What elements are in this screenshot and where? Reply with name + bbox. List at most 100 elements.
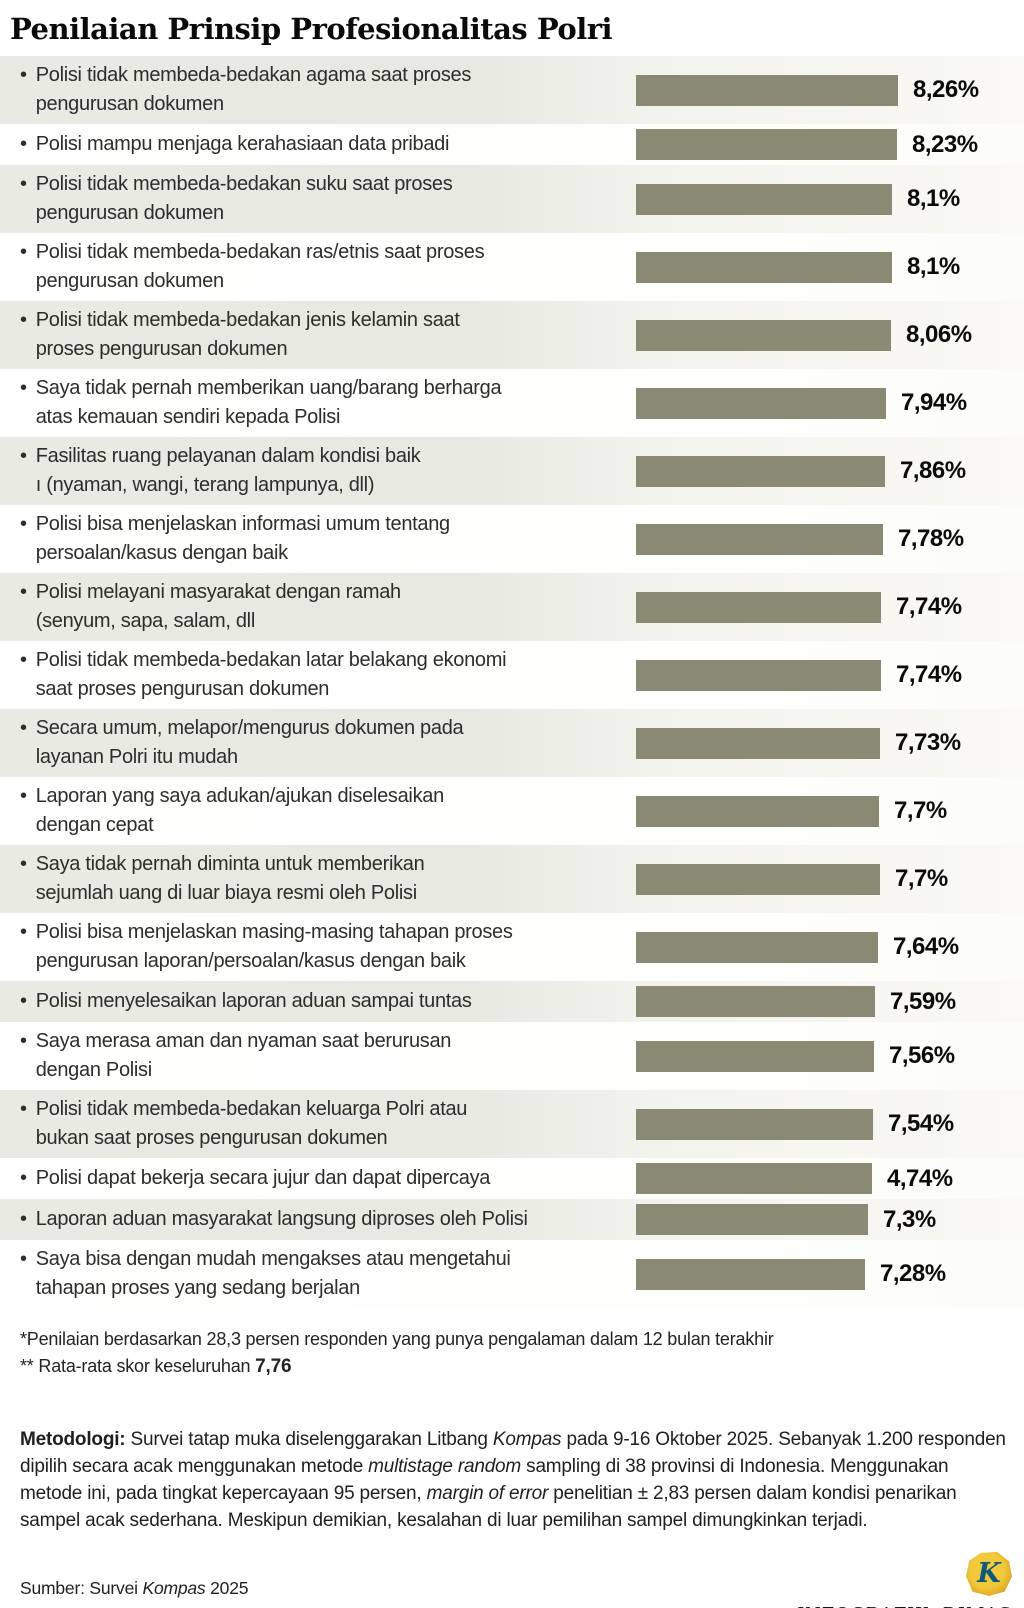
question-cell: • Saya bisa dengan mudah mengakses atau m… bbox=[0, 1245, 636, 1303]
question-cell: • Laporan aduan masyarakat langsung dipro… bbox=[0, 1205, 636, 1234]
chart-row: • Fasilitas ruang pelayanan dalam kondisi… bbox=[0, 437, 1024, 505]
bar-zone: 7,78% bbox=[636, 523, 964, 555]
bar bbox=[636, 74, 898, 106]
value-label: 7,7% bbox=[894, 797, 947, 824]
bar-zone: 7,7% bbox=[636, 795, 947, 827]
chart-row: • Polisi tidak membeda-bedakan agama saat… bbox=[0, 56, 1024, 124]
chart-row: • Polisi dapat bekerja secara jujur dan d… bbox=[0, 1158, 1024, 1199]
question-cell: • Polisi tidak membeda-bedakan latar bela… bbox=[0, 646, 636, 704]
chart-row: • Laporan yang saya adukan/ajukan diseles… bbox=[0, 777, 1024, 845]
question-label: Saya tidak pernah memberikan uang/barang… bbox=[35, 377, 502, 428]
bullet-icon: • bbox=[20, 1030, 27, 1052]
question-label: Polisi mampu menjaga kerahasiaan data pr… bbox=[35, 133, 450, 155]
bar-zone: 7,86% bbox=[636, 455, 966, 487]
question-label: Polisi menyelesaikan laporan aduan sampa… bbox=[35, 990, 472, 1012]
value-label: 8,06% bbox=[906, 321, 972, 348]
question-cell: • Polisi tidak membeda-bedakan keluarga P… bbox=[0, 1095, 636, 1153]
question-cell: • Saya tidak pernah diminta untuk memberi… bbox=[0, 850, 636, 908]
bullet-icon: • bbox=[20, 1098, 27, 1120]
question-cell: • Saya tidak pernah memberikan uang/baran… bbox=[0, 374, 636, 432]
chart-row: • Saya merasa aman dan nyaman saat beruru… bbox=[0, 1022, 1024, 1090]
chart-row: • Polisi bisa menjelaskan masing-masing t… bbox=[0, 913, 1024, 981]
bar bbox=[636, 1108, 873, 1140]
bullet-icon: • bbox=[20, 1248, 27, 1270]
question-cell: • Fasilitas ruang pelayanan dalam kondisi… bbox=[0, 442, 636, 500]
bar bbox=[636, 523, 883, 555]
value-label: 4,74% bbox=[887, 1164, 953, 1192]
question-label: Polisi melayani masyarakat dengan ramah(… bbox=[35, 581, 401, 632]
question-label: Polisi tidak membeda-bedakan latar belak… bbox=[35, 649, 507, 700]
bar-zone: 8,06% bbox=[636, 319, 972, 351]
bar-zone: 8,26% bbox=[636, 74, 979, 106]
bar bbox=[636, 251, 892, 283]
kompas-logo-icon: K bbox=[966, 1552, 1012, 1596]
value-label: 7,74% bbox=[896, 661, 962, 688]
bar-zone: 7,64% bbox=[636, 931, 959, 963]
credit-text: INFOGRAFIK: DIMAS bbox=[797, 1604, 1012, 1608]
bar-zone: 4,74% bbox=[636, 1163, 953, 1194]
bar-zone: 7,56% bbox=[636, 1040, 955, 1072]
bar-zone: 7,54% bbox=[636, 1108, 954, 1140]
bar bbox=[636, 931, 878, 963]
question-cell: • Polisi bisa menjelaskan informasi umum … bbox=[0, 510, 636, 568]
footer: Sumber: Survei Kompas 2025 K INFOGRAFIK:… bbox=[0, 1552, 1024, 1608]
bullet-icon: • bbox=[20, 309, 27, 331]
bar bbox=[636, 1204, 868, 1235]
chart-row: • Polisi melayani masyarakat dengan ramah… bbox=[0, 573, 1024, 641]
bar-zone: 7,7% bbox=[636, 863, 948, 895]
value-label: 7,86% bbox=[900, 457, 966, 484]
bar bbox=[636, 1258, 865, 1290]
bar-zone: 7,28% bbox=[636, 1258, 946, 1290]
value-label: 7,56% bbox=[889, 1042, 955, 1069]
value-label: 8,1% bbox=[907, 185, 960, 212]
question-label: Polisi tidak membeda-bedakan suku saat p… bbox=[35, 173, 453, 224]
question-cell: • Polisi bisa menjelaskan masing-masing t… bbox=[0, 918, 636, 976]
bullet-icon: • bbox=[20, 377, 27, 399]
question-label: Saya bisa dengan mudah mengakses atau me… bbox=[35, 1248, 511, 1299]
chart-row: • Polisi tidak membeda-bedakan latar bela… bbox=[0, 641, 1024, 709]
value-label: 7,3% bbox=[883, 1205, 936, 1233]
chart-row: • Polisi tidak membeda-bedakan suku saat … bbox=[0, 165, 1024, 233]
question-label: Laporan aduan masyarakat langsung dipros… bbox=[35, 1208, 528, 1230]
question-label: Polisi tidak membeda-bedakan agama saat … bbox=[35, 64, 472, 115]
bullet-icon: • bbox=[20, 241, 27, 263]
bar bbox=[636, 1163, 872, 1194]
chart-row: • Polisi menyelesaikan laporan aduan samp… bbox=[0, 981, 1024, 1022]
bar-chart: • Polisi tidak membeda-bedakan agama saat… bbox=[0, 56, 1024, 1308]
bullet-icon: • bbox=[20, 64, 27, 86]
chart-row: • Saya bisa dengan mudah mengakses atau m… bbox=[0, 1240, 1024, 1308]
chart-row: • Polisi mampu menjaga kerahasiaan data p… bbox=[0, 124, 1024, 165]
value-label: 8,26% bbox=[913, 76, 979, 103]
chart-row: • Laporan aduan masyarakat langsung dipro… bbox=[0, 1199, 1024, 1240]
value-label: 7,59% bbox=[890, 987, 956, 1015]
bullet-icon: • bbox=[20, 990, 27, 1012]
bar-zone: 8,1% bbox=[636, 183, 960, 215]
question-label: Polisi tidak membeda-bedakan ras/etnis s… bbox=[35, 241, 485, 292]
question-cell: • Laporan yang saya adukan/ajukan diseles… bbox=[0, 782, 636, 840]
value-label: 7,28% bbox=[880, 1260, 946, 1287]
bullet-icon: • bbox=[20, 853, 27, 875]
bar-zone: 7,94% bbox=[636, 387, 967, 419]
chart-row: • Polisi tidak membeda-bedakan jenis kela… bbox=[0, 301, 1024, 369]
question-label: Fasilitas ruang pelayanan dalam kondisi … bbox=[35, 445, 421, 496]
bar bbox=[636, 863, 880, 895]
question-label: Polisi dapat bekerja secara jujur dan da… bbox=[35, 1167, 491, 1189]
value-label: 7,78% bbox=[898, 525, 964, 552]
bar bbox=[636, 455, 885, 487]
source-line: Sumber: Survei Kompas 2025 bbox=[20, 1578, 249, 1598]
value-label: 7,73% bbox=[895, 729, 961, 756]
bar-zone: 8,1% bbox=[636, 251, 960, 283]
value-label: 8,1% bbox=[907, 253, 960, 280]
bar-zone: 7,74% bbox=[636, 659, 962, 691]
chart-row: • Secara umum, melapor/mengurus dokumen p… bbox=[0, 709, 1024, 777]
bar bbox=[636, 795, 879, 827]
footnote-1: *Penilaian berdasarkan 28,3 persen respo… bbox=[20, 1329, 774, 1349]
bar-zone: 7,3% bbox=[636, 1204, 936, 1235]
bullet-icon: • bbox=[20, 649, 27, 671]
bar bbox=[636, 986, 875, 1017]
footnotes: *Penilaian berdasarkan 28,3 persen respo… bbox=[0, 1326, 1024, 1380]
question-cell: • Polisi melayani masyarakat dengan ramah… bbox=[0, 578, 636, 636]
value-label: 8,23% bbox=[912, 130, 978, 158]
question-cell: • Polisi tidak membeda-bedakan agama saat… bbox=[0, 61, 636, 119]
